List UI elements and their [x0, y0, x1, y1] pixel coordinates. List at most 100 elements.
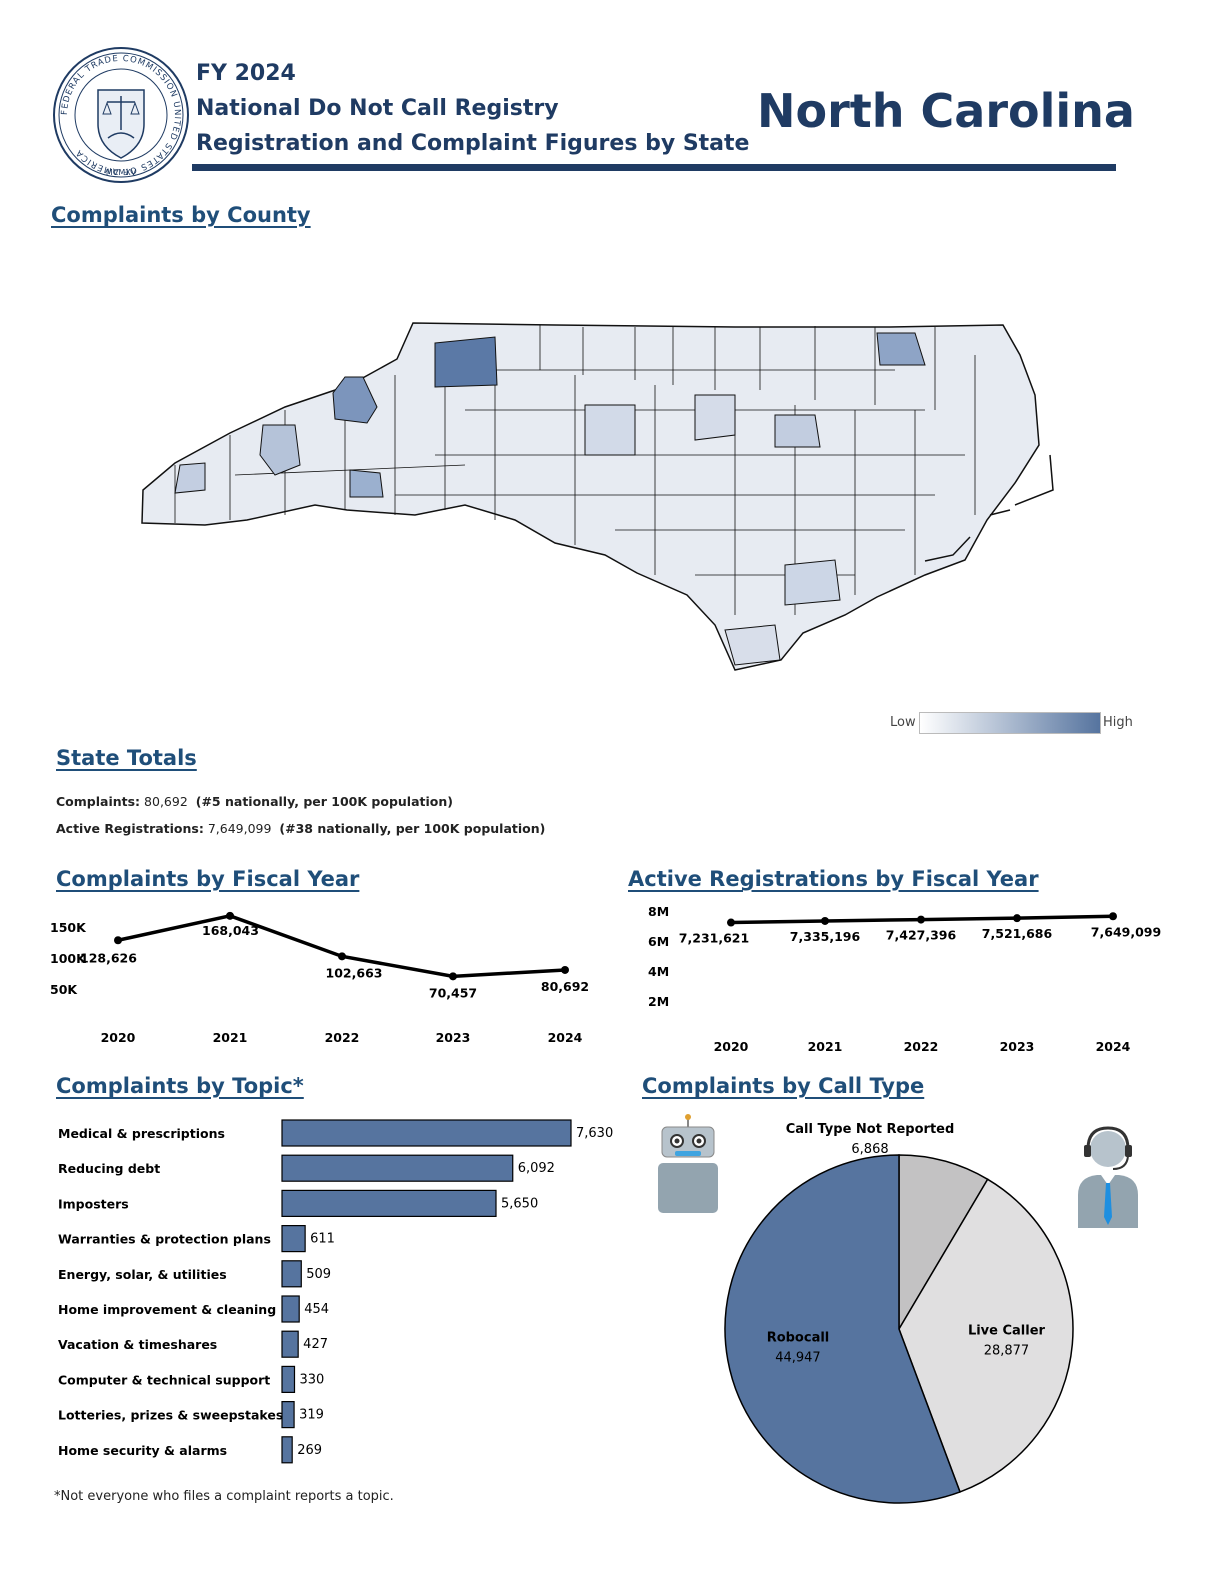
topic-bar	[281, 1330, 299, 1358]
seal-year: MCMXV	[106, 168, 137, 177]
state-name: North Carolina	[757, 84, 1135, 138]
topic-value-label: 427	[303, 1337, 328, 1352]
pie-category-label: Robocall	[767, 1330, 830, 1345]
y-tick-label: 6M	[648, 934, 669, 949]
data-label: 102,663	[326, 965, 383, 980]
x-tick-label: 2021	[808, 1039, 843, 1054]
topic-value-label: 6,092	[518, 1161, 555, 1176]
topic-bar	[281, 1224, 306, 1253]
x-tick-label: 2023	[436, 1030, 471, 1045]
x-tick-label: 2024	[548, 1030, 583, 1045]
topic-category-label: Energy, solar, & utilities	[58, 1267, 227, 1282]
robot-icon	[658, 1114, 718, 1213]
y-tick-label: 8M	[648, 904, 669, 919]
data-label: 80,692	[541, 979, 589, 994]
header-registry: National Do Not Call Registry	[196, 96, 559, 121]
topic-bar	[281, 1119, 572, 1147]
topic-category-label: Computer & technical support	[58, 1372, 270, 1387]
data-point	[727, 918, 735, 927]
topic-category-label: Medical & prescriptions	[58, 1126, 225, 1141]
y-tick-label: 100K	[50, 951, 87, 966]
data-point	[821, 916, 829, 925]
topic-value-label: 454	[304, 1302, 329, 1317]
topic-bar	[281, 1401, 295, 1429]
topic-category-label: Warranties & protection plans	[58, 1232, 271, 1247]
x-tick-label: 2020	[714, 1039, 749, 1054]
y-tick-label: 2M	[648, 994, 669, 1009]
y-tick-label: 50K	[50, 982, 78, 997]
x-tick-label: 2024	[1096, 1039, 1131, 1054]
topic-bar	[281, 1154, 514, 1182]
y-tick-label: 4M	[648, 964, 669, 979]
complaints-fy-title: Complaints by Fiscal Year	[56, 867, 360, 891]
topic-value-label: 7,630	[576, 1126, 613, 1141]
complaints-rank: (#5 nationally, per 100K population)	[195, 794, 453, 809]
topic-category-label: Imposters	[58, 1196, 129, 1211]
legend-low-label: Low	[890, 715, 916, 730]
data-point	[561, 965, 569, 974]
x-tick-label: 2021	[213, 1030, 248, 1045]
call-type-section-title: Complaints by Call Type	[642, 1074, 925, 1098]
data-label: 7,521,686	[982, 926, 1053, 941]
data-label: 7,335,196	[790, 929, 861, 944]
legend-high-label: High	[1103, 715, 1133, 730]
header-subtitle: Registration and Complaint Figures by St…	[196, 131, 750, 156]
topic-category-label: Home security & alarms	[58, 1443, 227, 1458]
registrations-total-row: Active Registrations: 7,649,099 (#38 nat…	[56, 821, 545, 836]
topic-value-label: 330	[299, 1372, 324, 1387]
data-point	[1109, 912, 1117, 921]
x-tick-label: 2020	[101, 1030, 136, 1045]
topic-value-label: 319	[299, 1408, 324, 1423]
complaints-label: Complaints:	[56, 794, 141, 809]
call-type-pie-chart: Call Type Not Reported 6,868 Live Caller 28…	[724, 1122, 1074, 1504]
y-tick-label: 150K	[50, 920, 87, 935]
x-tick-label: 2022	[904, 1039, 939, 1054]
county-map	[141, 322, 1054, 671]
data-point	[114, 936, 122, 945]
topic-category-label: Vacation & timeshares	[58, 1337, 217, 1352]
pie-slice	[898, 1154, 989, 1332]
county-section-title: Complaints by County	[51, 203, 311, 227]
complaints-value: 80,692	[144, 794, 188, 809]
topic-category-label: Home improvement & cleaning	[58, 1302, 276, 1317]
topic-value-label: 509	[306, 1267, 331, 1282]
data-label: 128,626	[80, 950, 137, 965]
live-agent-icon	[1078, 1126, 1138, 1228]
pie-category-label: Live Caller	[968, 1324, 1046, 1339]
state-totals-title: State Totals	[56, 746, 197, 770]
complaints-by-topic-chart: Medical & prescriptions 7,630 Reducing deb…	[58, 1119, 613, 1464]
pie-category-label: Call Type Not Reported	[786, 1122, 955, 1137]
topic-bar	[281, 1295, 300, 1323]
registrations-value: 7,649,099	[207, 821, 272, 836]
header-rule	[192, 164, 1116, 171]
data-point	[449, 972, 457, 981]
pie-value-label: 44,947	[775, 1350, 821, 1365]
data-label: 7,231,621	[679, 931, 749, 946]
pie-slice	[898, 1178, 1074, 1493]
data-label: 70,457	[429, 985, 477, 1000]
pie-value-label: 6,868	[851, 1142, 888, 1157]
data-point	[917, 915, 925, 924]
topic-value-label: 5,650	[501, 1196, 538, 1211]
topic-bar	[281, 1436, 293, 1464]
x-tick-label: 2022	[325, 1030, 360, 1045]
topic-bar	[281, 1365, 296, 1393]
registrations-label: Active Registrations:	[56, 821, 204, 836]
registrations-rank: (#38 nationally, per 100K population)	[279, 821, 546, 836]
topic-footnote: *Not everyone who files a complaint repo…	[54, 1489, 394, 1504]
topic-value-label: 611	[310, 1232, 335, 1247]
header-fy: FY 2024	[196, 61, 296, 86]
topic-value-label: 269	[297, 1443, 322, 1458]
data-label: 7,649,099	[1091, 924, 1161, 939]
complaints-by-year-chart: 150K 100K 50K 128,626 2020 168,043 2021 102,663…	[50, 911, 589, 1045]
ftc-seal: FEDERAL TRADE COMMISSION UNITED STATES O…	[53, 47, 189, 183]
topic-category-label: Lotteries, prizes & sweepstakes	[58, 1408, 283, 1423]
data-point	[1013, 914, 1021, 923]
complaints-total-row: Complaints: 80,692 (#5 nationally, per 1…	[56, 794, 453, 809]
topic-category-label: Reducing debt	[58, 1161, 160, 1176]
pie-slice	[724, 1154, 961, 1504]
data-point	[226, 911, 234, 920]
data-point	[338, 952, 346, 961]
topic-section-title: Complaints by Topic*	[56, 1074, 304, 1098]
registrations-fy-title: Active Registrations by Fiscal Year	[628, 867, 1039, 891]
